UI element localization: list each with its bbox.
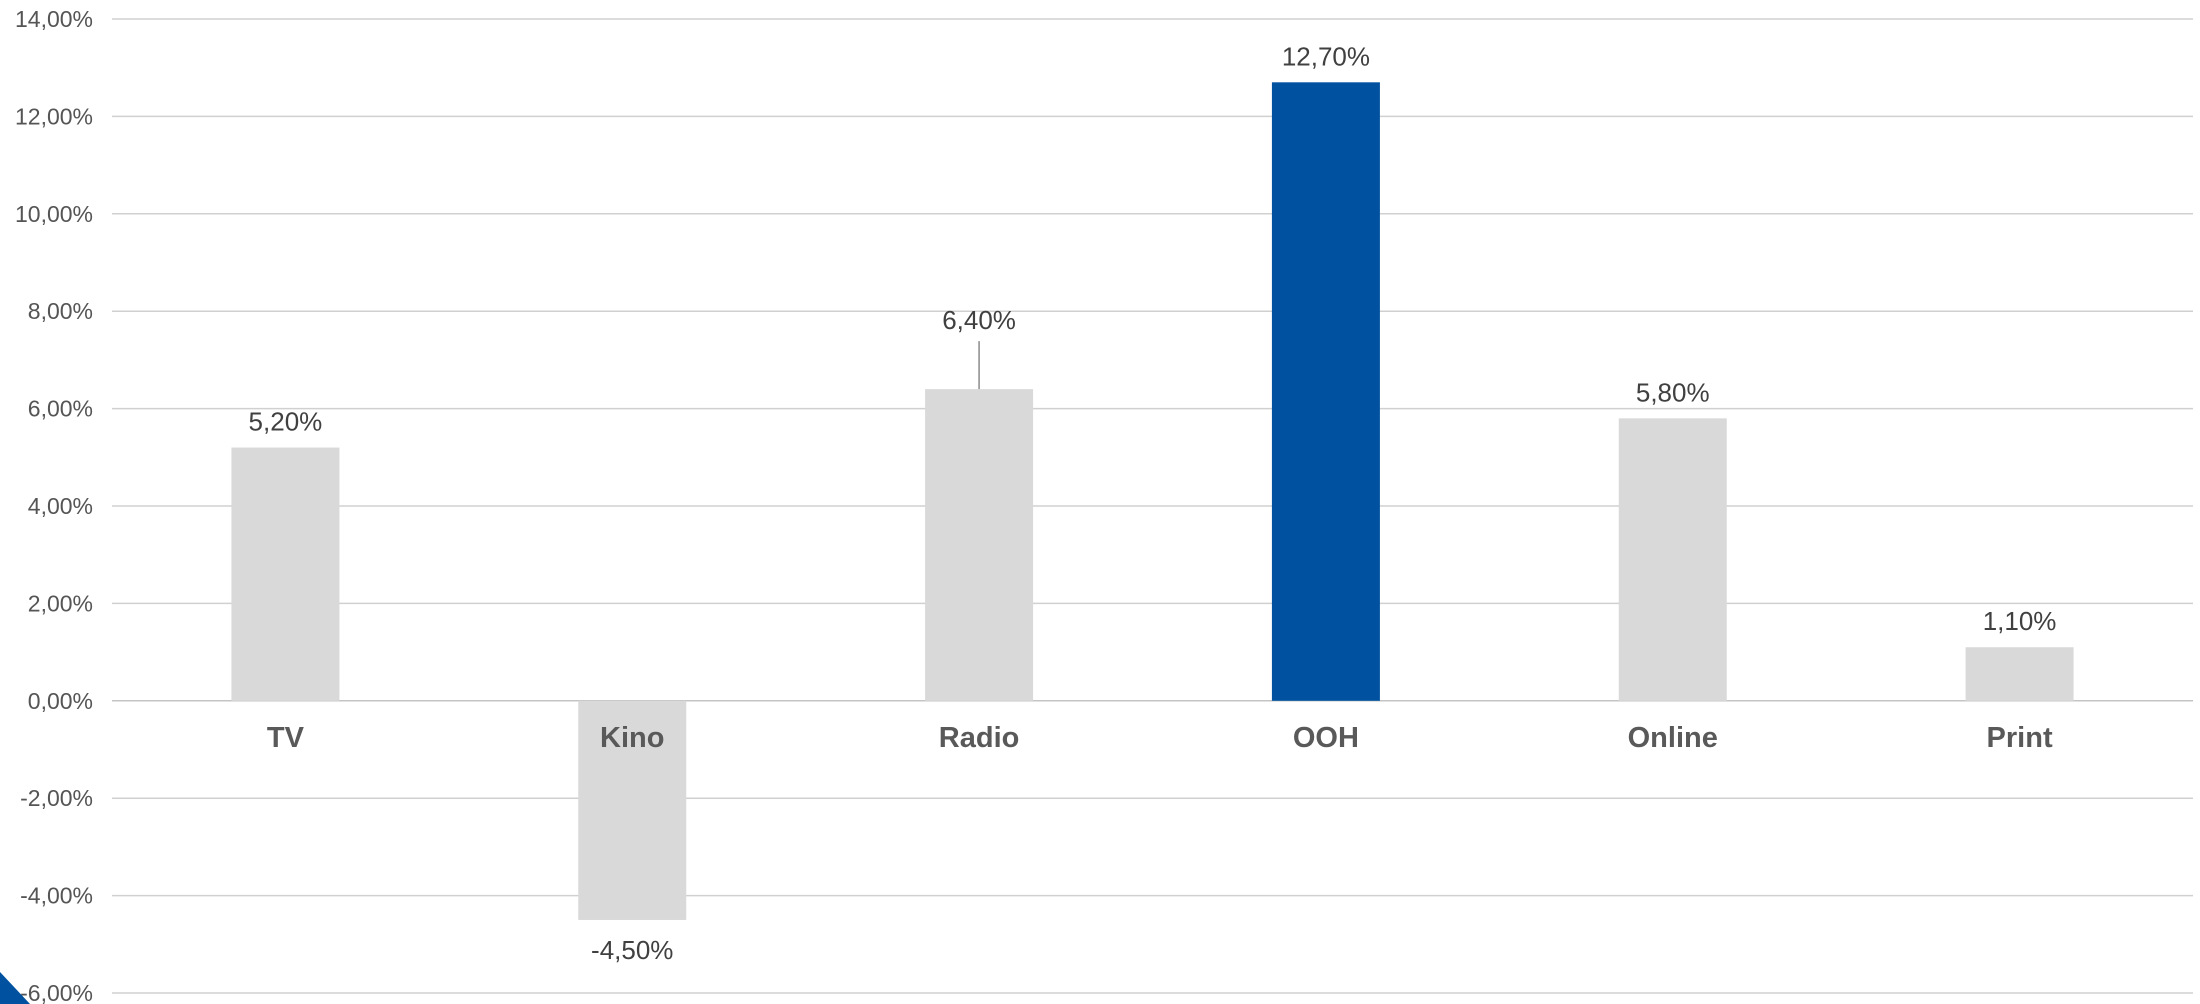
category-label: Online [1628, 722, 1718, 754]
bar-tv [231, 447, 340, 701]
data-label: 1,10% [1983, 606, 2057, 636]
category-label: OOH [1293, 722, 1359, 754]
category-label: Kino [600, 722, 664, 754]
y-axis-tick-labels: 14,00% 12,00% 10,00% 8,00% 6,00% 4,00% 2,00% 0,… [15, 6, 93, 1004]
y-tick-label: -6,00% [20, 980, 93, 1004]
bar-radio [925, 389, 1034, 701]
data-label: -4,50% [591, 935, 673, 965]
y-tick-label: 10,00% [15, 201, 93, 227]
data-label: 6,40% [942, 305, 1016, 335]
y-tick-label: 2,00% [28, 590, 93, 616]
y-tick-label: -2,00% [20, 785, 93, 811]
bar-print [1965, 647, 2074, 701]
corner-accent-triangle [0, 972, 30, 1004]
y-tick-label: 8,00% [28, 298, 93, 324]
y-tick-label: 12,00% [15, 103, 93, 129]
y-tick-label: 14,00% [15, 6, 93, 32]
data-label: 12,70% [1282, 41, 1370, 71]
category-label: TV [267, 722, 305, 754]
category-labels: TV Kino Radio OOH Online Print [267, 722, 2053, 754]
category-label: Print [1987, 722, 2053, 754]
bar-ooh [1271, 82, 1380, 701]
data-label: 5,80% [1636, 377, 1710, 407]
y-tick-label: 4,00% [28, 493, 93, 519]
y-tick-label: 0,00% [28, 688, 93, 714]
bars [231, 82, 2074, 920]
y-tick-label: 6,00% [28, 396, 93, 422]
data-labels: 5,20% -4,50% 6,40% 12,70% 5,80% 1,10% [249, 41, 2057, 965]
category-label: Radio [939, 722, 1020, 754]
data-label: 5,20% [249, 407, 323, 437]
bar-kino [578, 700, 687, 920]
y-tick-label: -4,00% [20, 883, 93, 909]
bar-online [1618, 418, 1727, 701]
gridlines [112, 18, 2193, 994]
